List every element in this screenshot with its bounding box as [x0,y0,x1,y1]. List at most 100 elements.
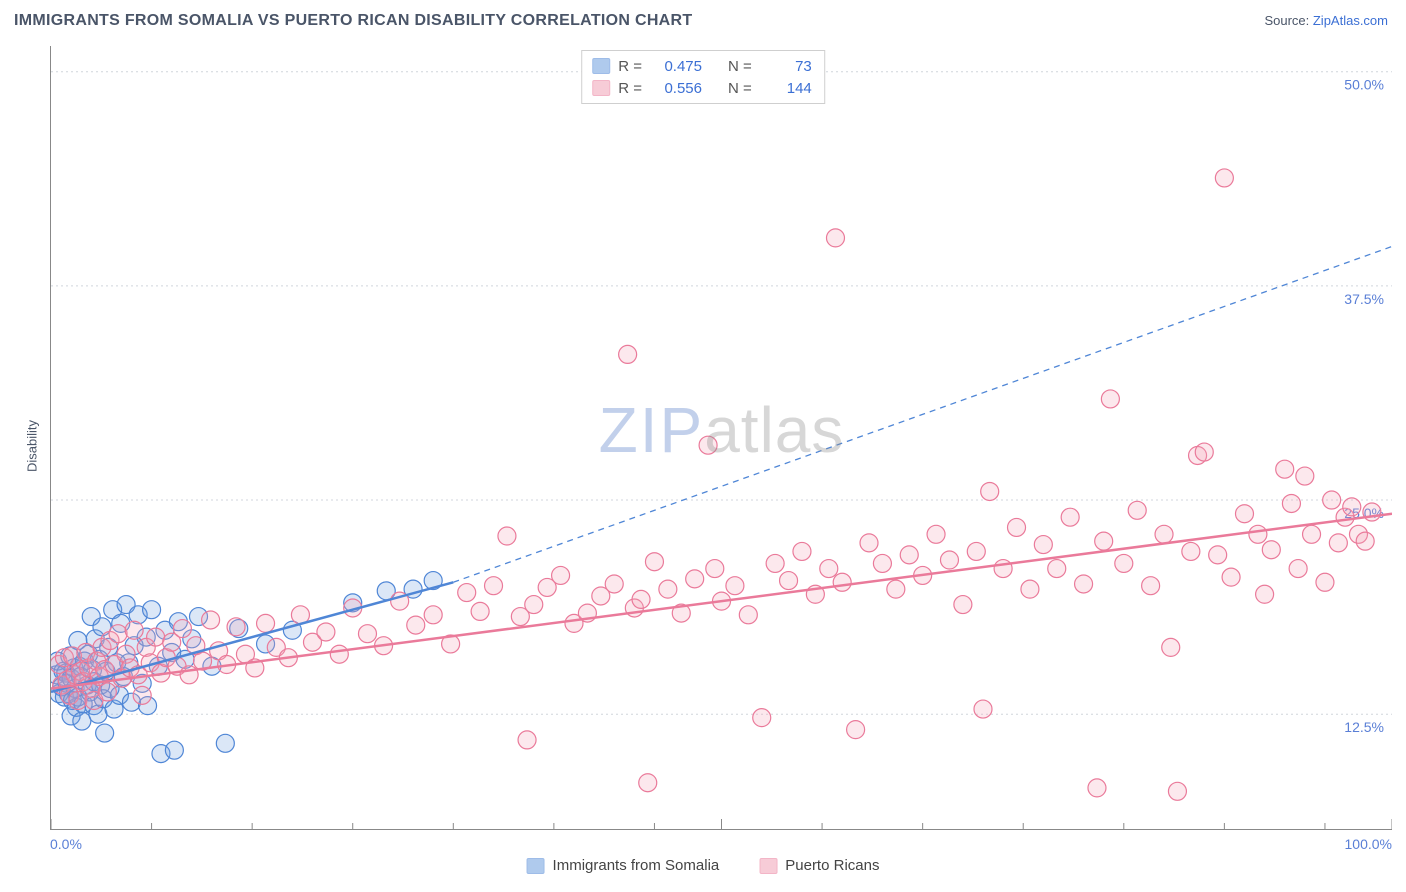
stats-legend: R =0.475N =73R =0.556N =144 [581,50,825,104]
data-point [1235,505,1253,523]
data-point [1209,546,1227,564]
data-point [1061,508,1079,526]
scatter-plot-svg: 12.5%25.0%37.5%50.0% [51,46,1392,829]
data-point [753,709,771,727]
data-point [1095,532,1113,550]
data-point [109,625,127,643]
data-point [766,554,784,572]
data-point [726,577,744,595]
data-point [927,525,945,543]
data-point [686,570,704,588]
plot-area: ZIPatlas 12.5%25.0%37.5%50.0% [50,46,1392,830]
data-point [860,534,878,552]
series-legend-item: Puerto Ricans [759,857,879,874]
data-point [257,614,275,632]
series-legend-item: Immigrants from Somalia [527,857,720,874]
data-point [639,774,657,792]
data-point [227,618,245,636]
data-point [525,596,543,614]
data-point [793,542,811,560]
data-point [1323,491,1341,509]
data-point [1256,585,1274,603]
data-point [1195,443,1213,461]
legend-swatch [527,858,545,874]
x-tick-label: 0.0% [50,836,82,852]
data-point [1296,467,1314,485]
data-point [739,606,757,624]
data-point [847,721,865,739]
y-tick-label: 50.0% [1344,77,1384,93]
data-point [165,741,183,759]
data-point [98,683,116,701]
series-name: Immigrants from Somalia [553,857,720,874]
data-point [1142,577,1160,595]
data-point [1168,782,1186,800]
source-credit: Source: ZipAtlas.com [1264,13,1388,28]
data-point [699,436,717,454]
n-value: 73 [760,58,812,75]
data-point [940,551,958,569]
data-point [1282,494,1300,512]
stats-legend-row: R =0.556N =144 [592,77,812,99]
data-point [632,590,650,608]
data-point [1316,573,1334,591]
data-point [659,580,677,598]
series-legend: Immigrants from Somalia Puerto Ricans [527,857,880,874]
data-point [900,546,918,564]
x-tick-label: 100.0% [1345,836,1392,852]
data-point [873,554,891,572]
data-point [820,560,838,578]
y-axis-label: Disability [25,420,40,472]
data-point [1162,638,1180,656]
data-point [826,229,844,247]
stats-legend-row: R =0.475N =73 [592,55,812,77]
source-prefix: Source: [1264,13,1312,28]
data-point [1128,501,1146,519]
data-point [1249,525,1267,543]
n-value: 144 [760,80,812,97]
data-point [407,616,425,634]
legend-swatch [759,858,777,874]
data-point [1276,460,1294,478]
data-point [330,645,348,663]
data-point [1303,525,1321,543]
r-label: R = [618,80,642,97]
x-axis-labels: 0.0% 100.0% [50,836,1392,856]
series-name: Puerto Ricans [785,857,879,874]
data-point [202,611,220,629]
chart-header: IMMIGRANTS FROM SOMALIA VS PUERTO RICAN … [14,12,1388,30]
data-point [125,621,143,639]
data-point [147,628,165,646]
data-point [358,625,376,643]
data-point [954,596,972,614]
trend-line [51,514,1392,689]
data-point [833,573,851,591]
data-point [1343,498,1361,516]
data-point [1215,169,1233,187]
data-point [994,560,1012,578]
data-point [887,580,905,598]
data-point [1182,542,1200,560]
data-point [518,731,536,749]
data-point [458,584,476,602]
data-point [605,575,623,593]
data-point [706,560,724,578]
data-point [1222,568,1240,586]
source-link[interactable]: ZipAtlas.com [1313,13,1388,28]
data-point [981,482,999,500]
r-value: 0.475 [650,58,702,75]
data-point [173,620,191,638]
data-point [143,601,161,619]
r-value: 0.556 [650,80,702,97]
data-point [498,527,516,545]
data-point [471,602,489,620]
data-point [974,700,992,718]
data-point [216,734,234,752]
data-point [73,712,91,730]
data-point [780,572,798,590]
data-point [1289,560,1307,578]
data-point [1329,534,1347,552]
data-point [96,724,114,742]
data-point [485,577,503,595]
data-point [1034,536,1052,554]
